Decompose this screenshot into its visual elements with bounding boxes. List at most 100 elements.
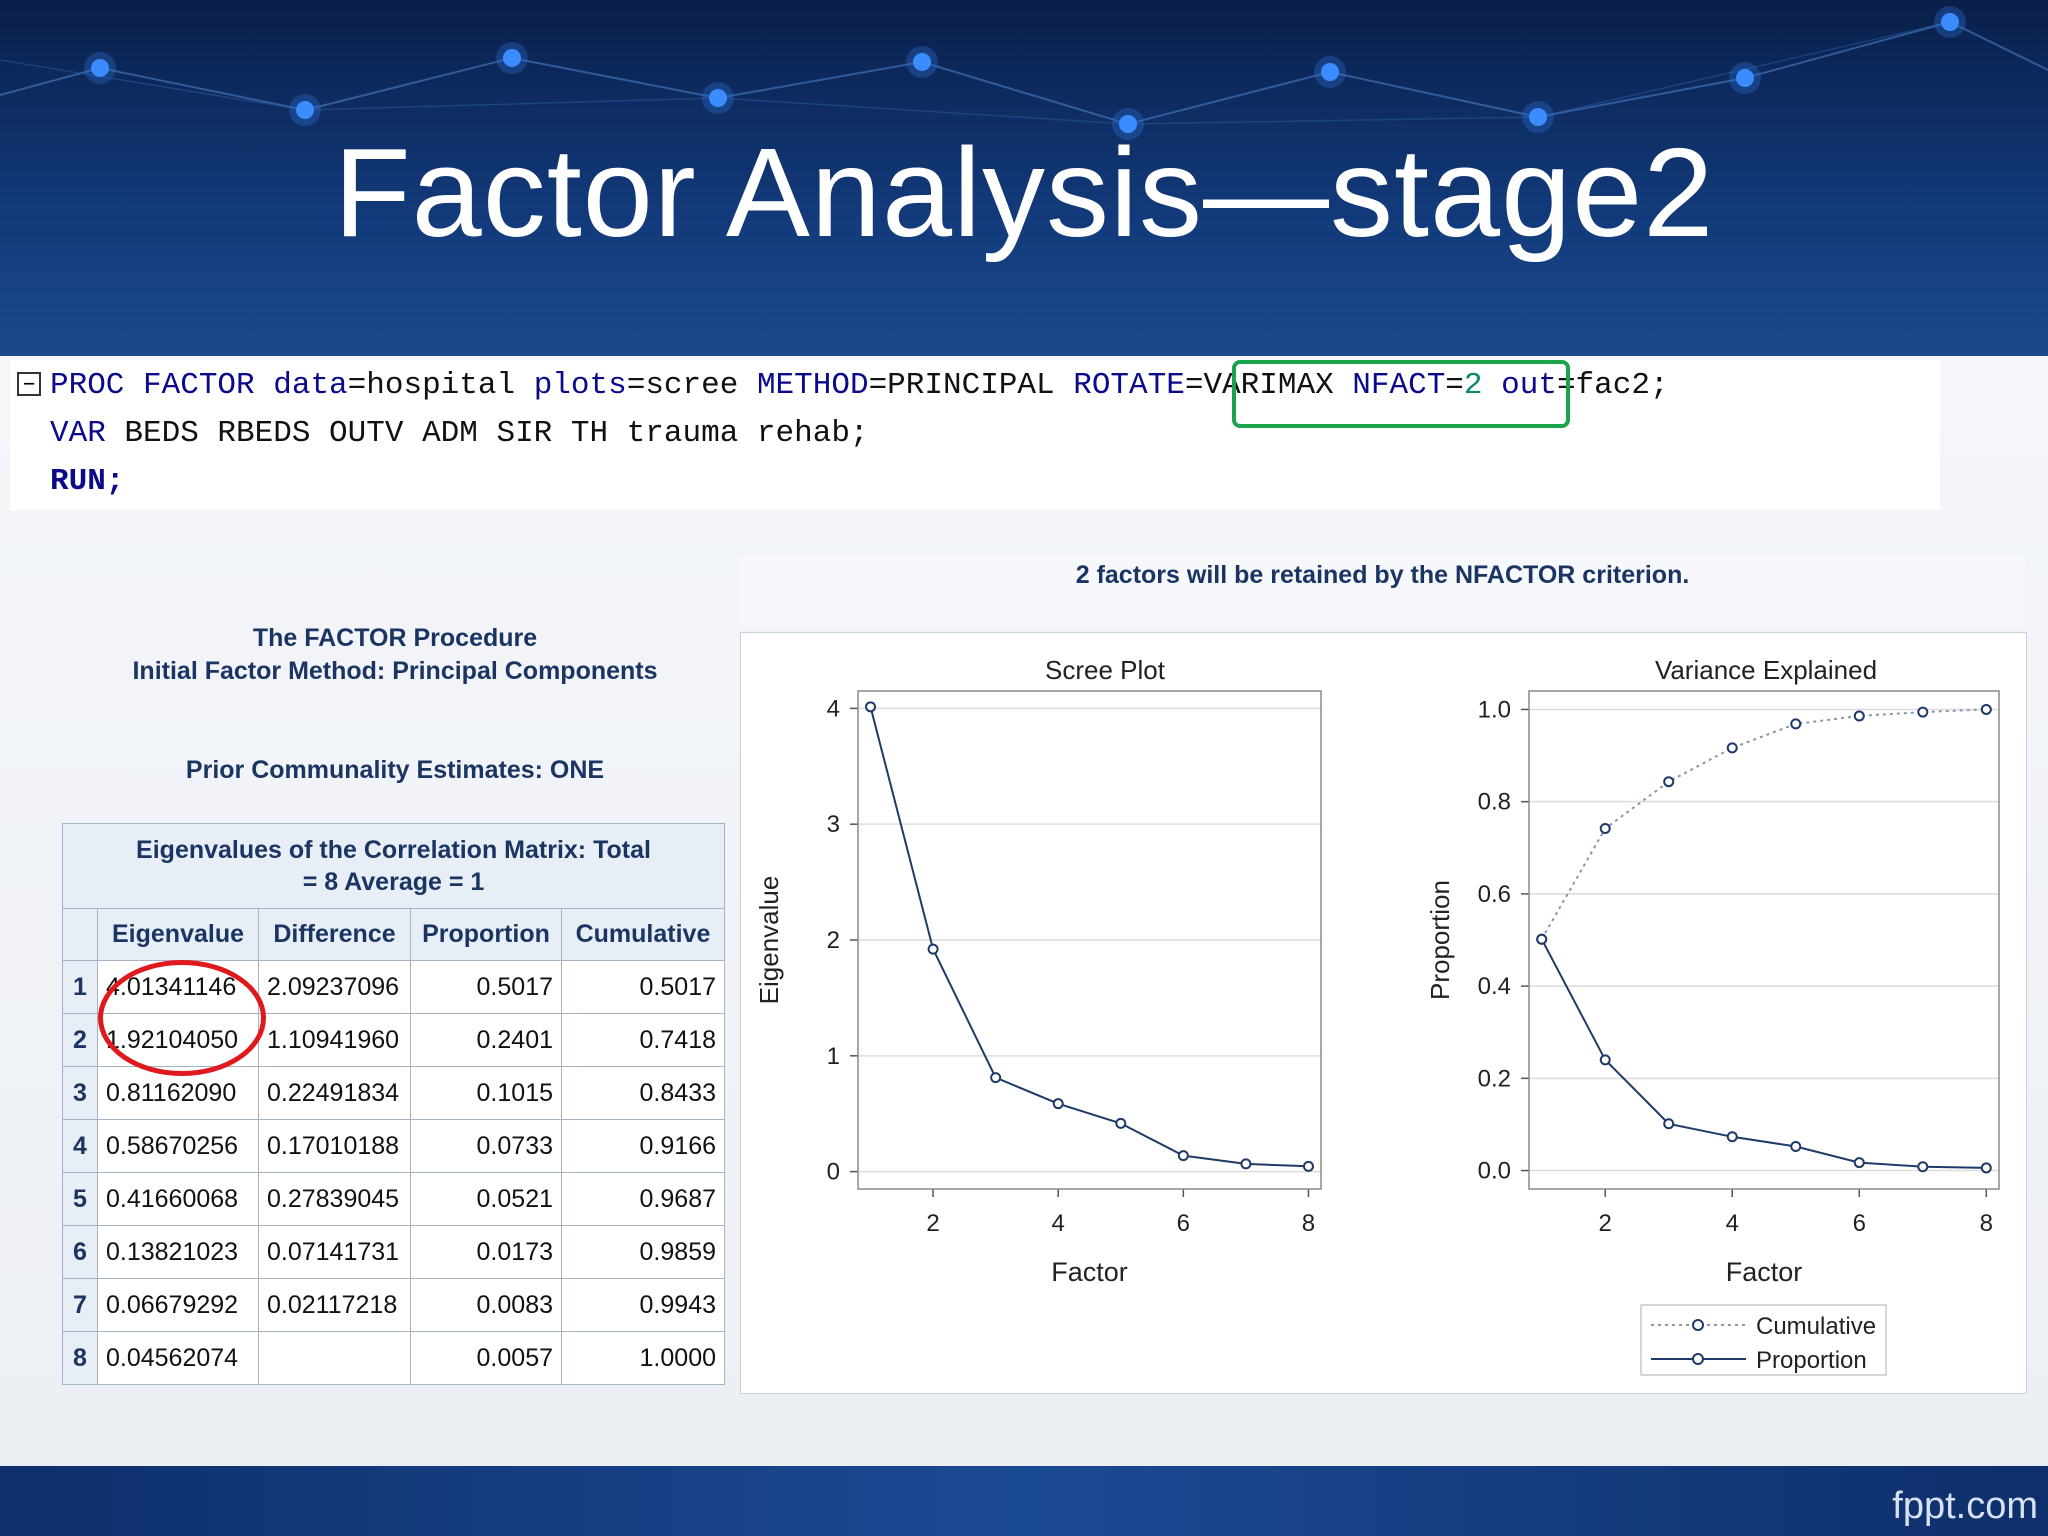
chart-title: Variance Explained <box>1655 655 1877 685</box>
legend-swatch-marker <box>1692 1353 1704 1365</box>
cumulative-cell: 0.5017 <box>561 960 725 1014</box>
table-row: 7 0.06679292 0.02117218 0.0083 0.9943 <box>62 1278 725 1332</box>
row-number: 3 <box>62 1066 98 1120</box>
cumulative-cell: 0.9687 <box>561 1172 725 1226</box>
slide-title: Factor Analysis—stage2 <box>333 122 1715 263</box>
data-point <box>990 1072 1002 1084</box>
code-token: METHOD <box>738 368 869 403</box>
code-token: =VARIMAX <box>1184 368 1353 403</box>
plot-frame <box>1528 690 2000 1190</box>
network-node <box>1119 115 1137 133</box>
column-header-blank <box>62 908 98 961</box>
series-line <box>1540 708 1987 940</box>
network-decoration <box>0 6 2048 140</box>
y-tick-label: 0.2 <box>1478 1065 1511 1092</box>
series-line <box>1540 938 1987 1169</box>
difference-cell: 2.09237096 <box>258 960 411 1014</box>
code-token: =fac2; <box>1556 368 1669 403</box>
y-tick-label: 4 <box>827 695 840 722</box>
series-line <box>869 706 1309 1168</box>
data-point <box>1980 1162 1992 1174</box>
cumulative-cell: 1.0000 <box>561 1331 725 1385</box>
data-point <box>1599 1054 1611 1066</box>
proportion-cell: 0.0173 <box>410 1225 562 1279</box>
network-node <box>1736 69 1754 87</box>
code-line-var[interactable]: VAR BEDS RBEDS OUTV ADM SIR TH trauma re… <box>50 416 869 451</box>
collapse-toggle-icon[interactable]: − <box>17 372 41 396</box>
proportion-cell: 0.5017 <box>410 960 562 1014</box>
proportion-cell: 0.2401 <box>410 1013 562 1067</box>
data-point <box>1663 776 1675 788</box>
row-number: 7 <box>62 1278 98 1332</box>
cumulative-cell: 0.9166 <box>561 1119 725 1173</box>
data-point <box>1177 1150 1189 1162</box>
code-token: ROTATE <box>1073 368 1185 403</box>
data-point <box>1790 718 1802 730</box>
network-node <box>1321 63 1339 81</box>
eigenvalues-table: Eigenvalues of the Correlation Matrix: T… <box>62 823 725 1385</box>
code-token: BEDS RBEDS OUTV ADM SIR TH trauma rehab; <box>105 416 869 451</box>
code-token: =PRINCIPAL <box>868 368 1074 403</box>
row-number: 5 <box>62 1172 98 1226</box>
data-point <box>1726 742 1738 754</box>
proportion-cell: 0.0733 <box>410 1119 562 1173</box>
x-tick-label: 6 <box>1177 1210 1190 1237</box>
y-tick-label: 3 <box>827 811 840 838</box>
y-tick-label: 0.8 <box>1478 789 1511 816</box>
row-number: 1 <box>62 960 98 1014</box>
data-point <box>1980 703 1992 715</box>
x-tick-label: 8 <box>1980 1210 1993 1237</box>
x-tick-label: 6 <box>1853 1210 1866 1237</box>
table-caption-line: = 8 Average = 1 <box>302 868 485 896</box>
code-token: plots <box>515 368 627 403</box>
legend-label: Proportion <box>1756 1347 1867 1374</box>
x-tick-label: 8 <box>1302 1210 1315 1237</box>
column-header: Difference <box>258 908 411 961</box>
slide-header: Factor Analysis—stage2 <box>0 0 2048 356</box>
code-line-run[interactable]: RUN; <box>50 464 124 499</box>
difference-cell: 0.27839045 <box>258 1172 411 1226</box>
prior-communality-estimates: Prior Communality Estimates: ONE <box>185 756 605 784</box>
eigenvalue-cell: 0.58670256 <box>97 1119 259 1173</box>
data-point <box>1663 1118 1675 1130</box>
data-point <box>1917 1161 1929 1173</box>
network-node <box>913 53 931 71</box>
y-tick-label: 0.0 <box>1478 1158 1511 1185</box>
chart-title: Scree Plot <box>1045 655 1166 685</box>
y-tick-label: 2 <box>827 927 840 954</box>
x-tick-label: 2 <box>926 1210 939 1237</box>
procedure-heading: The FACTOR Procedure Initial Factor Meth… <box>60 622 730 688</box>
legend-box <box>1640 1304 1887 1376</box>
cumulative-cell: 0.9943 <box>561 1278 725 1332</box>
eigenvalue-cell: 0.41660068 <box>97 1172 259 1226</box>
code-token: NFACT <box>1352 368 1446 403</box>
network-node <box>1529 108 1547 126</box>
x-tick-label: 4 <box>1726 1210 1739 1237</box>
data-point <box>1302 1160 1314 1172</box>
eigenvalue-highlight-circle <box>98 960 266 1076</box>
code-token: data <box>254 368 348 403</box>
code-line-proc[interactable]: PROC FACTOR data=hospital plots=scree ME… <box>50 368 1669 403</box>
network-node <box>91 59 109 77</box>
network-node <box>503 49 521 67</box>
code-token: 2 <box>1463 368 1483 403</box>
eigenvalue-cell: 0.06679292 <box>97 1278 259 1332</box>
y-tick-label: 0 <box>827 1159 840 1186</box>
data-point <box>1790 1141 1802 1153</box>
plot-frame <box>857 690 1322 1190</box>
data-point <box>1115 1117 1127 1129</box>
code-token: out <box>1482 368 1557 403</box>
row-number: 2 <box>62 1013 98 1067</box>
code-editor[interactable]: − PROC FACTOR data=hospital plots=scree … <box>10 360 1940 510</box>
row-number: 4 <box>62 1119 98 1173</box>
difference-cell <box>258 1331 411 1385</box>
difference-cell: 0.07141731 <box>258 1225 411 1279</box>
data-point <box>927 943 939 955</box>
x-tick-label: 2 <box>1599 1210 1612 1237</box>
proportion-cell: 0.1015 <box>410 1066 562 1120</box>
legend-swatch-marker <box>1692 1319 1704 1331</box>
x-axis-label: Factor <box>1051 1257 1128 1287</box>
data-point <box>1052 1098 1064 1110</box>
table-row: 4 0.58670256 0.17010188 0.0733 0.9166 <box>62 1119 725 1173</box>
y-tick-label: 1.0 <box>1478 696 1511 723</box>
